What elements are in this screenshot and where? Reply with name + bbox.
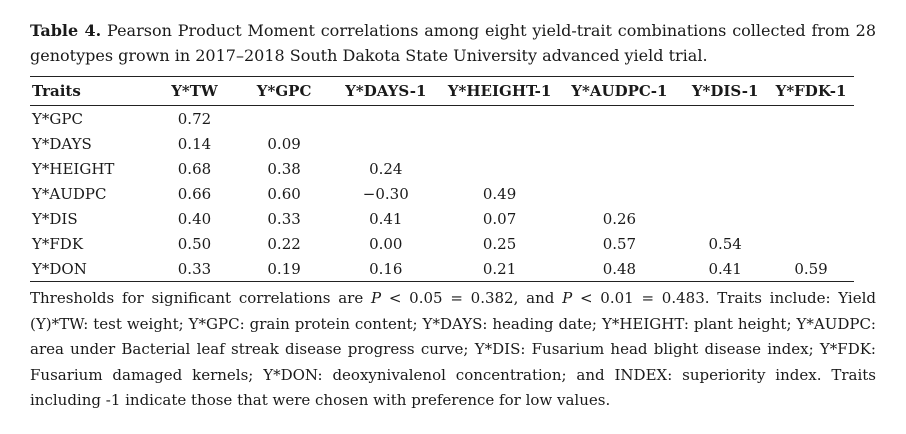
header-row: Traits Y*TW Y*GPC Y*DAYS-1 Y*HEIGHT-1 Y*… <box>30 76 854 106</box>
table-cell <box>682 106 768 132</box>
row-label: Y*AUDPC <box>32 184 107 203</box>
table-cell <box>768 206 854 231</box>
table-cell <box>557 181 683 206</box>
table-cell: 0.00 <box>369 234 403 253</box>
header-y-audpc-1: Y*AUDPC-1 <box>571 82 668 100</box>
caption-text: Pearson Product Moment correlations amon… <box>30 21 876 65</box>
header-traits: Traits <box>32 82 81 100</box>
row-label: Y*FDK <box>32 234 84 253</box>
table-cell: 0.16 <box>369 259 403 278</box>
table-cell: 0.41 <box>369 209 403 228</box>
table-cell: 0.25 <box>482 234 517 253</box>
table-label: Table 4. <box>30 21 102 40</box>
header-y-height-1: Y*HEIGHT-1 <box>447 82 552 100</box>
table-cell: 0.57 <box>602 234 637 253</box>
table-figure: Table 4. Pearson Product Moment correlat… <box>30 18 876 414</box>
table-cell: 0.54 <box>708 234 742 253</box>
table-caption: Table 4. Pearson Product Moment correlat… <box>30 18 876 68</box>
header-y-tw: Y*TW <box>171 82 218 100</box>
row-label: Y*DAYS <box>32 134 92 153</box>
table-cell: 0.38 <box>267 159 301 178</box>
table-row: Y*GPC 0.72 <box>30 106 854 132</box>
table-cell: −0.30 <box>362 184 409 203</box>
table-cell: 0.09 <box>267 134 301 153</box>
table-cell: 0.24 <box>369 159 403 178</box>
row-label: Y*DON <box>32 259 87 278</box>
table-cell: 0.72 <box>177 109 212 128</box>
table-row: Y*AUDPC 0.66 0.60 −0.30 0.49 <box>30 181 854 206</box>
table-row: Y*HEIGHT 0.68 0.38 0.24 <box>30 156 854 181</box>
table-cell: 0.22 <box>267 234 301 253</box>
table-cell: 0.50 <box>177 234 212 253</box>
table-body: Y*GPC 0.72 Y*DAYS 0.14 0.09 Y*HEI <box>30 106 854 282</box>
table-cell <box>557 156 683 181</box>
header-y-dis-1: Y*DIS-1 <box>691 82 759 100</box>
footnote-text: < 0.05 = 0.382, and <box>381 289 563 307</box>
header-y-fdk-1: Y*FDK-1 <box>775 82 847 100</box>
p-symbol: P <box>562 289 573 307</box>
table-cell <box>682 206 768 231</box>
table-cell: 0.26 <box>602 209 637 228</box>
row-label: Y*DIS <box>32 209 78 228</box>
table-row: Y*DIS 0.40 0.33 0.41 0.07 0.26 <box>30 206 854 231</box>
table-cell <box>768 131 854 156</box>
table-cell <box>682 181 768 206</box>
table-cell <box>557 131 683 156</box>
table-row: Y*DAYS 0.14 0.09 <box>30 131 854 156</box>
table-cell: 0.07 <box>482 209 517 228</box>
correlation-table: Traits Y*TW Y*GPC Y*DAYS-1 Y*HEIGHT-1 Y*… <box>30 76 854 282</box>
table-cell <box>239 106 329 132</box>
table-cell <box>682 131 768 156</box>
row-label: Y*HEIGHT <box>32 159 115 178</box>
footnote-text: < 0.01 = 0.483. Traits include: Yield (Y… <box>30 289 877 409</box>
table-cell <box>768 106 854 132</box>
table-cell <box>682 156 768 181</box>
p-symbol: P <box>370 289 382 307</box>
table-row: Y*FDK 0.50 0.22 0.00 0.25 0.57 0.54 <box>30 231 854 256</box>
table-cell: 0.41 <box>708 259 742 278</box>
table-cell: 0.48 <box>602 259 637 278</box>
table-cell <box>329 106 443 132</box>
table-cell <box>557 106 683 132</box>
table-cell: 0.14 <box>177 134 212 153</box>
table-cell <box>329 131 443 156</box>
footnote-text: Thresholds for significant correlations … <box>30 289 371 307</box>
table-cell: 0.66 <box>177 184 212 203</box>
table-cell: 0.33 <box>267 209 301 228</box>
table-cell <box>443 131 557 156</box>
row-label: Y*GPC <box>32 109 83 128</box>
table-cell: 0.59 <box>794 259 828 278</box>
table-cell: 0.49 <box>482 184 517 203</box>
table-row: Y*DON 0.33 0.19 0.16 0.21 0.48 0.41 0.59 <box>30 256 854 282</box>
header-y-gpc: Y*GPC <box>256 82 312 100</box>
table-cell: 0.40 <box>177 209 212 228</box>
table-cell: 0.60 <box>267 184 301 203</box>
table-cell <box>768 181 854 206</box>
table-cell <box>443 156 557 181</box>
table-cell: 0.68 <box>177 159 212 178</box>
table-cell: 0.19 <box>267 259 301 278</box>
header-y-days-1: Y*DAYS-1 <box>345 82 427 100</box>
table-cell <box>768 156 854 181</box>
table-cell: 0.33 <box>177 259 212 278</box>
table-cell: 0.21 <box>482 259 517 278</box>
table-cell <box>443 106 557 132</box>
table-footnote: Thresholds for significant correlations … <box>30 286 876 414</box>
table-cell <box>768 231 854 256</box>
